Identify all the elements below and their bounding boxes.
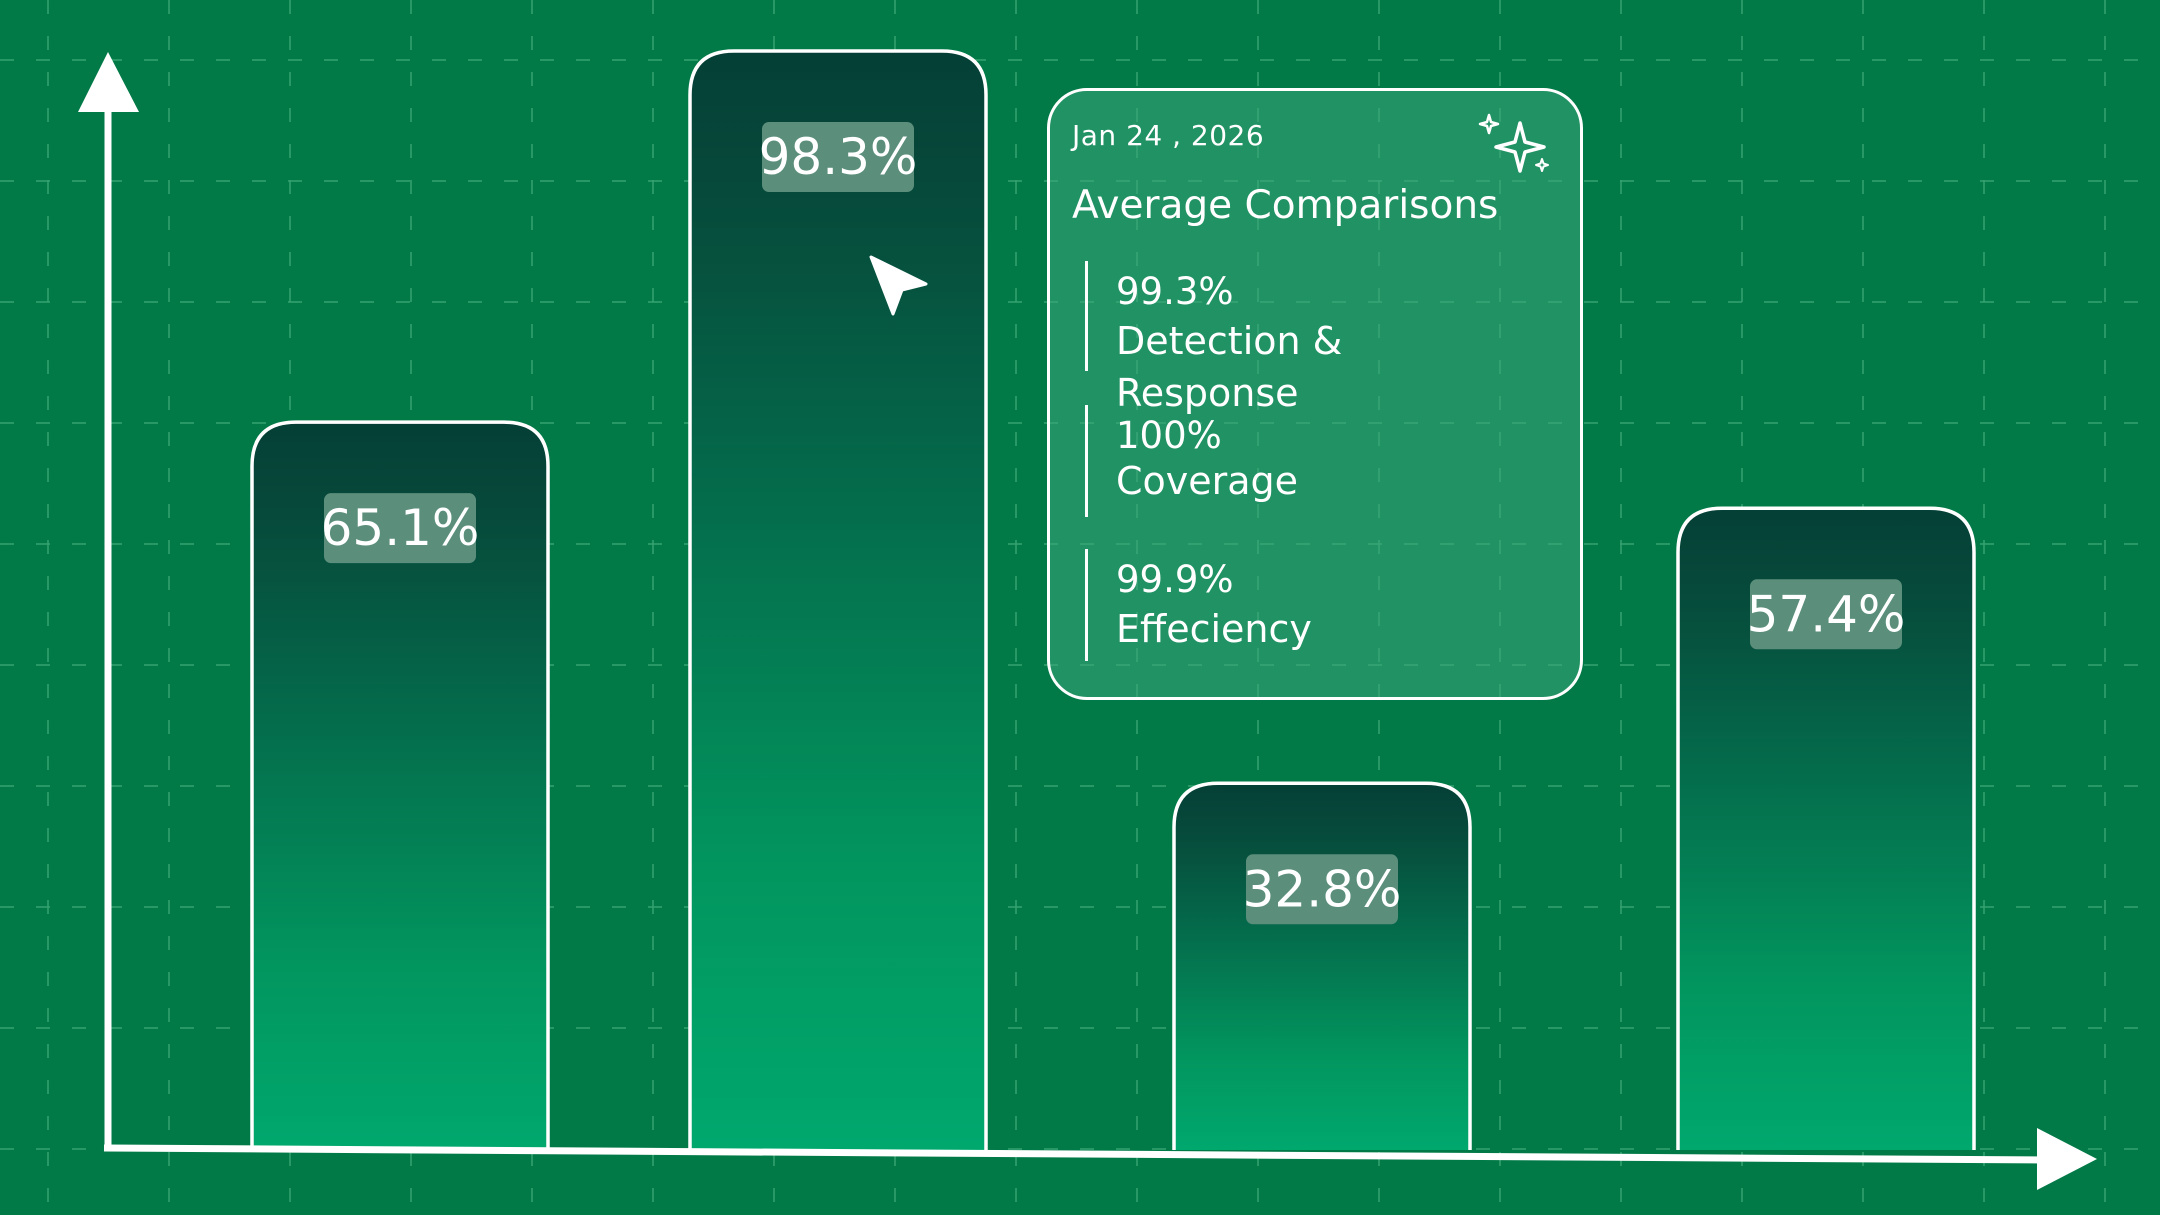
data-label: 32.8% <box>1243 860 1402 918</box>
tooltip-card: Jan 24 , 2026 Average Comparisons 99.3% … <box>1047 88 1583 700</box>
tooltip-item-label: Coverage <box>1116 459 1299 503</box>
data-label: 98.3% <box>759 128 918 186</box>
bar-4 <box>1678 508 1974 1150</box>
data-label-background <box>324 493 476 564</box>
tooltip-item-value: 99.3% <box>1116 270 1234 313</box>
bar-outline <box>1676 506 1976 1150</box>
bar-outline <box>688 49 988 1150</box>
data-label: 57.4% <box>1747 585 1906 643</box>
tooltip-item-coverage: 100% Coverage <box>1085 405 1525 517</box>
pointer-cursor-icon <box>869 255 928 316</box>
data-label-background <box>762 122 914 192</box>
data-label: 65.1% <box>321 499 480 557</box>
tooltip-item-efficiency: 99.9% Effeciency <box>1085 549 1525 661</box>
sparkle-icon <box>1478 113 1549 173</box>
tooltip-date: Jan 24 , 2026 <box>1072 119 1265 152</box>
bar-2 <box>690 51 986 1150</box>
data-label-background <box>1246 854 1398 925</box>
bar-1 <box>252 422 548 1150</box>
y-axis-arrow <box>78 52 139 112</box>
tooltip-item-value: 100% <box>1116 414 1222 457</box>
tooltip-item-label: Effeciency <box>1116 607 1312 651</box>
bar-3 <box>1174 783 1470 1150</box>
data-label-background <box>1750 579 1902 650</box>
bar-outline <box>250 420 550 1150</box>
x-axis <box>103 1144 2051 1164</box>
tooltip-item-label: Detection & Response <box>1116 319 1343 415</box>
bar-outline <box>1172 781 1472 1150</box>
tooltip-item-value: 99.9% <box>1116 558 1234 601</box>
x-axis-arrow <box>2037 1128 2097 1190</box>
tooltip-item-detection: 99.3% Detection & Response <box>1085 261 1525 415</box>
tooltip-title: Average Comparisons <box>1072 183 1499 228</box>
